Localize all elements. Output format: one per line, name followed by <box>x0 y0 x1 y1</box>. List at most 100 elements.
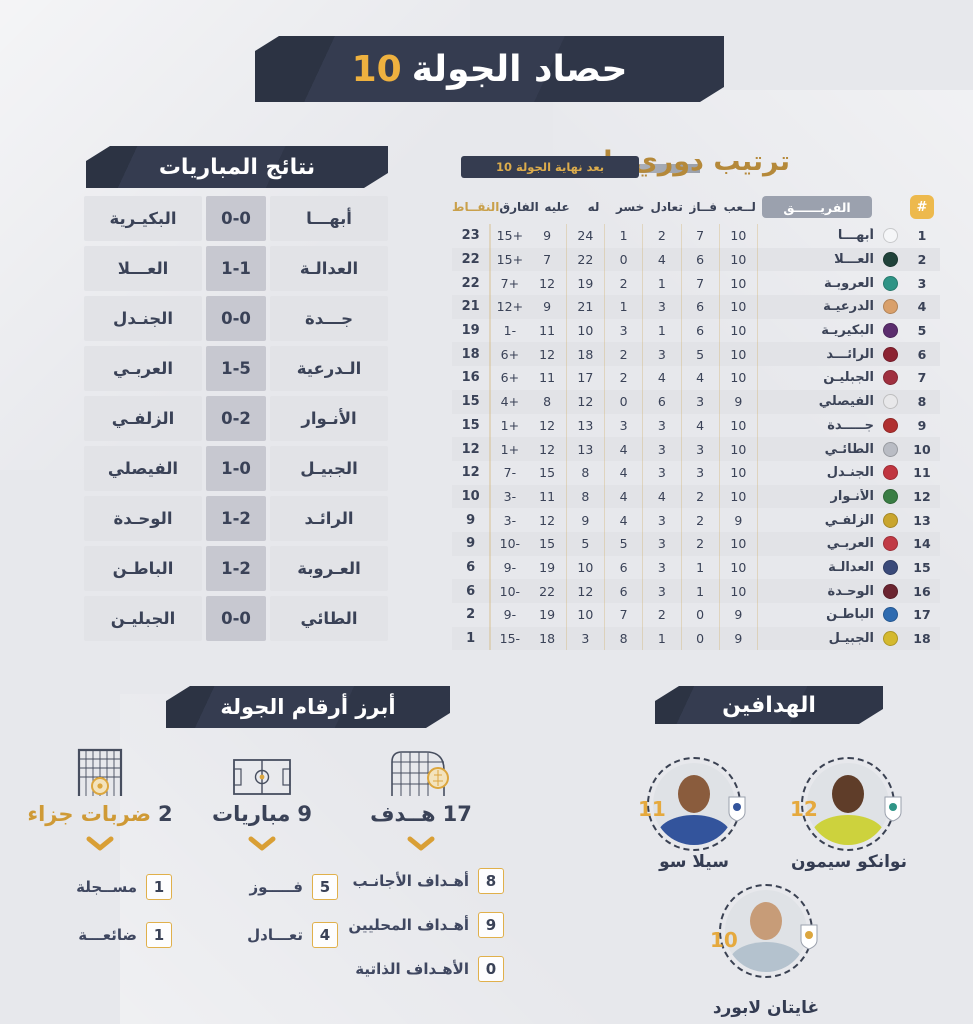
match-score: 1-5 <box>206 346 266 391</box>
player-head <box>832 775 864 813</box>
rank-cell: 10 <box>913 441 931 457</box>
scorers-header-label: الهدافين <box>722 692 816 718</box>
lost-cell: 4 <box>605 437 644 461</box>
stat-column-header: له <box>587 200 600 214</box>
played-cell: 10 <box>720 342 758 367</box>
drawn-cell: 3 <box>643 342 682 367</box>
drawn-cell: 3 <box>643 295 682 319</box>
drawn-cell: 3 <box>643 579 682 603</box>
goals-for-cell: 12 <box>567 579 605 603</box>
goal-diff-cell: 7- <box>490 460 528 485</box>
club-logo-icon <box>882 252 898 268</box>
team-name-cell: الجبيـل <box>828 631 874 647</box>
club-logo-icon <box>882 536 898 552</box>
rank-header-cell: # <box>904 195 940 219</box>
points-cell: 12 <box>452 460 491 485</box>
home-team: الطائي <box>270 596 388 641</box>
played-cell: 9 <box>720 508 758 532</box>
played-cell: 10 <box>720 224 758 248</box>
rank-cell: 1 <box>917 228 927 244</box>
club-logo-icon <box>882 465 898 481</box>
match-score: 1-2 <box>206 546 266 591</box>
played-cell: 10 <box>720 295 758 319</box>
results-header-label: نتائج المباريات <box>158 154 316 180</box>
standings-row: 7 الجبليـن 10 4 4 2 17 11 6+ 16 <box>452 366 940 390</box>
goal-diff-cell: 1+ <box>490 413 528 438</box>
home-team: أبهـــا <box>270 196 388 241</box>
goal-diff-cell: 1- <box>490 318 528 343</box>
match-row: الجبيـل 1-0 الفيصلي <box>84 446 388 491</box>
goals-against-cell: 11 <box>529 318 567 343</box>
club-logo-icon <box>882 346 898 362</box>
player-photo-frame <box>647 757 741 851</box>
rank-cell: 11 <box>913 465 931 481</box>
won-cell: 3 <box>682 460 720 485</box>
lost-cell: 8 <box>605 626 644 651</box>
standings-row: 8 الفيصلي 9 3 6 0 12 8 4+ 15 <box>452 389 940 414</box>
points-cell: 1 <box>452 626 491 651</box>
penalties-details: 1 مســجلة 1 ضائعـــة <box>30 872 172 950</box>
goal-diff-cell: 3- <box>490 484 528 509</box>
stat-column-header: لــعب <box>723 200 756 214</box>
rank-cell: 8 <box>917 394 927 410</box>
points-cell: 9 <box>452 531 491 556</box>
chevron-down-icon <box>248 836 276 851</box>
lost-cell: 0 <box>605 389 644 414</box>
points-cell: 16 <box>452 366 491 390</box>
goals-against-cell: 9 <box>529 224 567 248</box>
goals-for-cell: 3 <box>567 626 605 651</box>
standings-row: 10 الطائـي 10 3 3 4 13 12 1+ 12 <box>452 437 940 461</box>
goals-for-cell: 13 <box>567 437 605 461</box>
goals-against-cell: 7 <box>529 247 567 272</box>
match-row: أبهـــا 0-0 البكيـرية <box>84 196 388 241</box>
goals-for-cell: 8 <box>567 460 605 485</box>
away-team: الجبليـن <box>84 596 202 641</box>
club-logo-icon <box>882 228 898 244</box>
club-logo-icon <box>882 441 898 457</box>
standings-row: 4 الدرعيـة 10 6 3 1 21 9 12+ 21 <box>452 295 940 319</box>
goals-for-cell: 10 <box>567 318 605 343</box>
home-team: الأنـوار <box>270 396 388 441</box>
goals-against-cell: 18 <box>529 626 567 651</box>
rank-header-icon: # <box>910 195 934 219</box>
drawn-cell: 3 <box>643 460 682 485</box>
goal-diff-cell: 15+ <box>490 224 528 248</box>
standings-row: 16 الوحـدة 10 1 3 6 12 22 10- 6 <box>452 579 940 603</box>
rank-cell: 18 <box>913 631 931 647</box>
match-score: 0-0 <box>206 296 266 341</box>
goal-diff-cell: 15+ <box>490 247 528 272</box>
player-head <box>678 775 710 813</box>
played-cell: 9 <box>720 626 758 651</box>
goal-diff-cell: 3- <box>490 508 528 532</box>
lost-cell: 4 <box>605 508 644 532</box>
home-team: العـروبة <box>270 546 388 591</box>
points-cell: 10 <box>452 484 491 509</box>
standings-row: 15 العدالـة 10 1 3 6 10 19 9- 6 <box>452 555 940 580</box>
won-cell: 7 <box>682 224 720 248</box>
away-team: العربـي <box>84 346 202 391</box>
team-name-cell: الرائـــد <box>826 346 874 362</box>
player-goals-count: 12 <box>790 797 818 821</box>
goal-diff-cell: 9- <box>490 555 528 580</box>
penalties-total-label: ضربات جزاء <box>27 802 152 826</box>
club-badge-icon <box>728 796 746 822</box>
away-team: الزلفـي <box>84 396 202 441</box>
rank-cell: 13 <box>913 512 931 528</box>
points-cell: 23 <box>452 224 491 248</box>
home-team: جـــدة <box>270 296 388 341</box>
points-cell: 22 <box>452 271 491 296</box>
goals-for-cell: 5 <box>567 531 605 556</box>
played-cell: 10 <box>720 460 758 485</box>
played-cell: 10 <box>720 437 758 461</box>
penalty-goal-icon <box>73 740 127 798</box>
goals-against-cell: 9 <box>529 295 567 319</box>
match-row: العـروبة 1-2 الباطـن <box>84 546 388 591</box>
won-cell: 4 <box>682 413 720 438</box>
home-team: الجبيـل <box>270 446 388 491</box>
goal-diff-cell: 9- <box>490 603 528 627</box>
goals-against-cell: 22 <box>529 579 567 603</box>
played-cell: 9 <box>720 603 758 627</box>
rank-cell: 12 <box>913 488 931 504</box>
detail-label: الأهـداف الذاتية <box>355 960 469 978</box>
